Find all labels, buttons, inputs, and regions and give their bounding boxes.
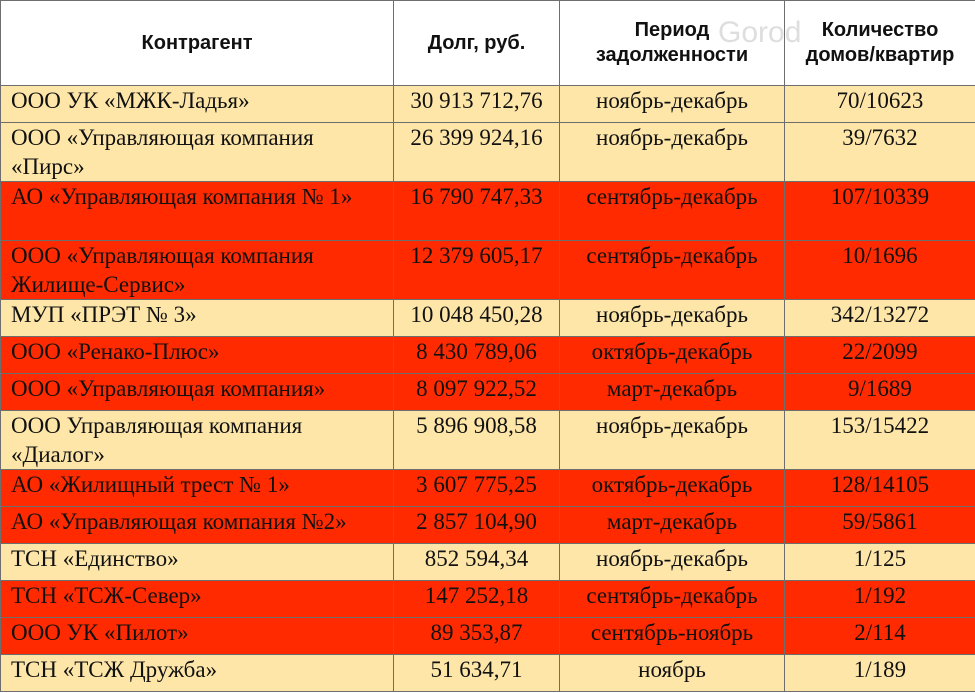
table-row: АО «Управляющая компания №2» 2 857 104,9… xyxy=(0,506,975,544)
cell-debt: 3 607 775,25 xyxy=(393,469,560,507)
cell-count: 10/1696 xyxy=(784,240,975,300)
cell-debt: 51 634,71 xyxy=(393,654,560,692)
cell-debt: 147 252,18 xyxy=(393,580,560,618)
cell-counterparty: ООО «Управляющая компания» xyxy=(0,373,394,411)
table-row: ООО Управляющая компания «Диалог» 5 896 … xyxy=(0,410,975,470)
header-debt: Долг, руб. xyxy=(393,0,560,86)
cell-debt: 852 594,34 xyxy=(393,543,560,581)
table-row: ООО «Управляющая компания» 8 097 922,52 … xyxy=(0,373,975,411)
cell-counterparty: ООО УК «МЖК-Ладья» xyxy=(0,85,394,123)
cell-period: сентябрь-декабрь xyxy=(559,580,785,618)
cell-counterparty: МУП «ПРЭТ № 3» xyxy=(0,299,394,337)
cell-period: ноябрь-декабрь xyxy=(559,543,785,581)
cell-count: 1/189 xyxy=(784,654,975,692)
cell-count: 153/15422 xyxy=(784,410,975,470)
cell-period: сентябрь-декабрь xyxy=(559,181,785,241)
cell-debt: 5 896 908,58 xyxy=(393,410,560,470)
table-header-row: Контрагент Долг, руб. Период задолженнос… xyxy=(0,0,975,86)
table-row: МУП «ПРЭТ № 3» 10 048 450,28 ноябрь-дека… xyxy=(0,299,975,337)
cell-counterparty: ТСН «Единство» xyxy=(0,543,394,581)
cell-count: 1/192 xyxy=(784,580,975,618)
cell-count: 2/114 xyxy=(784,617,975,655)
cell-counterparty: ООО «Управляющая компания Жилище-Сервис» xyxy=(0,240,394,300)
cell-count: 1/125 xyxy=(784,543,975,581)
cell-debt: 26 399 924,16 xyxy=(393,122,560,182)
header-counterparty: Контрагент xyxy=(0,0,394,86)
cell-count: 70/10623 xyxy=(784,85,975,123)
cell-period: ноябрь-декабрь xyxy=(559,85,785,123)
cell-period: октябрь-декабрь xyxy=(559,336,785,374)
cell-debt: 16 790 747,33 xyxy=(393,181,560,241)
cell-counterparty: АО «Управляющая компания № 1» xyxy=(0,181,394,241)
cell-count: 59/5861 xyxy=(784,506,975,544)
table-row: ТСН «ТСЖ Дружба» 51 634,71 ноябрь 1/189 xyxy=(0,654,975,692)
cell-period: ноябрь-декабрь xyxy=(559,299,785,337)
header-period: Период задолженности xyxy=(559,0,785,86)
cell-period: март-декабрь xyxy=(559,373,785,411)
table-row: ООО «Ренако-Плюс» 8 430 789,06 октябрь-д… xyxy=(0,336,975,374)
cell-period: сентябрь-декабрь xyxy=(559,240,785,300)
header-count: Количество домов/квартир xyxy=(784,0,975,86)
cell-count: 342/13272 xyxy=(784,299,975,337)
table-row: ООО «Управляющая компания Жилище-Сервис»… xyxy=(0,240,975,300)
cell-debt: 12 379 605,17 xyxy=(393,240,560,300)
cell-counterparty: ООО «Ренако-Плюс» xyxy=(0,336,394,374)
cell-period: ноябрь-декабрь xyxy=(559,122,785,182)
cell-period: сентябрь-ноябрь xyxy=(559,617,785,655)
cell-counterparty: ТСН «ТСЖ-Север» xyxy=(0,580,394,618)
table-row: ТСН «Единство» 852 594,34 ноябрь-декабрь… xyxy=(0,543,975,581)
cell-counterparty: АО «Управляющая компания №2» xyxy=(0,506,394,544)
cell-counterparty: ООО УК «Пилот» xyxy=(0,617,394,655)
cell-debt: 30 913 712,76 xyxy=(393,85,560,123)
table-row: АО «Управляющая компания № 1» 16 790 747… xyxy=(0,181,975,241)
cell-count: 22/2099 xyxy=(784,336,975,374)
cell-debt: 10 048 450,28 xyxy=(393,299,560,337)
cell-counterparty: ООО «Управляющая компания «Пирс» xyxy=(0,122,394,182)
cell-count: 128/14105 xyxy=(784,469,975,507)
cell-period: ноябрь-декабрь xyxy=(559,410,785,470)
table-row: ТСН «ТСЖ-Север» 147 252,18 сентябрь-дека… xyxy=(0,580,975,618)
cell-counterparty: АО «Жилищный трест № 1» xyxy=(0,469,394,507)
cell-debt: 8 097 922,52 xyxy=(393,373,560,411)
cell-period: октябрь-декабрь xyxy=(559,469,785,507)
cell-debt: 89 353,87 xyxy=(393,617,560,655)
cell-count: 107/10339 xyxy=(784,181,975,241)
cell-counterparty: ООО Управляющая компания «Диалог» xyxy=(0,410,394,470)
cell-debt: 2 857 104,90 xyxy=(393,506,560,544)
table-row: АО «Жилищный трест № 1» 3 607 775,25 окт… xyxy=(0,469,975,507)
cell-debt: 8 430 789,06 xyxy=(393,336,560,374)
cell-period: ноябрь xyxy=(559,654,785,692)
table-row: ООО «Управляющая компания «Пирс» 26 399 … xyxy=(0,122,975,182)
cell-period: март-декабрь xyxy=(559,506,785,544)
table-row: ООО УК «Пилот» 89 353,87 сентябрь-ноябрь… xyxy=(0,617,975,655)
cell-counterparty: ТСН «ТСЖ Дружба» xyxy=(0,654,394,692)
cell-count: 9/1689 xyxy=(784,373,975,411)
cell-count: 39/7632 xyxy=(784,122,975,182)
table-row: ООО УК «МЖК-Ладья» 30 913 712,76 ноябрь-… xyxy=(0,85,975,123)
